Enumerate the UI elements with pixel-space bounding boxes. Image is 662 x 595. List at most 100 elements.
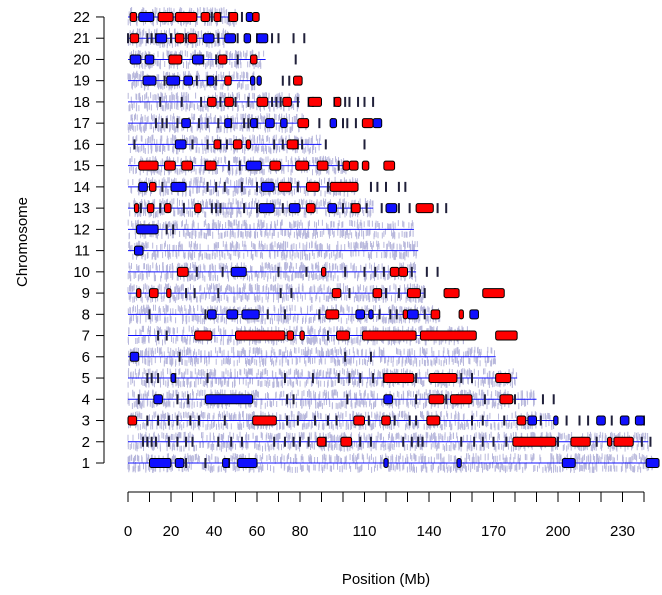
segment-loss-chr1-1 <box>174 458 185 468</box>
breakpoint-3-55 <box>539 415 542 426</box>
segment-loss-chr17-108 <box>265 118 275 129</box>
y-tick-label-10: 10 <box>73 264 90 281</box>
segment-gain-chr2-12 <box>606 436 613 447</box>
breakpoint-4-67 <box>415 394 418 405</box>
breakpoint-16-178 <box>133 139 136 150</box>
y-tick-label-19: 19 <box>73 73 90 90</box>
breakpoint-10-127 <box>277 266 280 277</box>
breakpoint-4-65 <box>292 394 295 405</box>
segment-gain-chr14-82 <box>149 181 157 192</box>
breakpoint-2-9 <box>185 436 188 447</box>
breakpoint-13-153 <box>397 203 400 214</box>
segment-loss-chr11-68 <box>133 245 144 256</box>
breakpoint-2-29 <box>492 436 495 447</box>
y-tick-label-11: 11 <box>74 243 90 260</box>
breakpoint-13-152 <box>380 203 383 214</box>
breakpoint-2-15 <box>283 436 286 447</box>
breakpoint-2-11 <box>217 436 220 447</box>
breakpoint-4-61 <box>137 394 140 405</box>
segment-gain-chr9-62 <box>482 288 505 299</box>
breakpoint-17-200 <box>247 118 250 129</box>
segment-loss-chr19-125 <box>250 75 256 86</box>
breakpoint-5-82 <box>348 373 351 384</box>
segment-loss-chr20-131 <box>192 54 204 65</box>
segment-gain-chr15-90 <box>181 160 193 171</box>
breakpoint-1-0 <box>185 458 188 468</box>
segment-loss-chr15-92 <box>245 160 262 171</box>
segment-gain-chr15-89 <box>164 160 176 171</box>
breakpoint-9-115 <box>193 288 196 299</box>
segment-loss-chr1-0 <box>149 458 172 468</box>
breakpoint-8-107 <box>266 309 269 320</box>
segment-loss-chr21-140 <box>243 33 252 44</box>
y-tick-label-1: 1 <box>82 455 90 472</box>
breakpoint-8-111 <box>389 309 392 320</box>
breakpoint-4-73 <box>552 394 555 405</box>
breakpoint-21-249 <box>185 33 188 44</box>
segment-gain-chr5-32 <box>383 373 415 384</box>
breakpoint-16-184 <box>273 139 276 150</box>
segment-gain-chr13-78 <box>351 203 361 214</box>
breakpoint-5-78 <box>206 373 209 384</box>
segment-gain-chr13-76 <box>305 203 316 214</box>
segment-gain-chr7-38 <box>286 330 295 341</box>
segment-loss-chr17-109 <box>280 118 288 129</box>
segment-gain-chr8-52 <box>430 309 441 320</box>
segment-gain-chr18-118 <box>308 96 323 107</box>
segment-gain-chr15-95 <box>316 160 329 171</box>
segment-gain-chr22-150 <box>252 11 260 22</box>
segment-gain-chr13-70 <box>133 203 140 214</box>
segment-gain-chr15-94 <box>295 160 310 171</box>
segment-loss-chr19-126 <box>256 75 262 86</box>
segment-gain-chr7-39 <box>299 330 305 341</box>
segment-gain-chr3-15 <box>252 415 277 426</box>
breakpoint-16-182 <box>225 139 228 150</box>
breakpoint-13-151 <box>365 203 368 214</box>
segment-gain-chr15-88 <box>138 160 159 171</box>
breakpoint-17-194 <box>176 118 179 129</box>
segment-gain-chr7-40 <box>336 330 350 341</box>
y-tick-label-15: 15 <box>73 158 90 175</box>
breakpoint-2-16 <box>292 436 295 447</box>
breakpoint-18-208 <box>159 96 162 107</box>
segment-loss-chr1-3 <box>237 458 258 468</box>
breakpoint-18-214 <box>271 96 274 107</box>
breakpoint-5-81 <box>337 373 340 384</box>
segment-gain-chr10-65 <box>321 266 327 277</box>
x-tick-label-60: 60 <box>249 523 266 540</box>
segment-loss-chr14-81 <box>138 181 148 192</box>
y-tick-label-14: 14 <box>73 179 90 196</box>
breakpoint-3-49 <box>393 415 396 426</box>
x-tick-label-110: 110 <box>353 523 377 540</box>
breakpoint-13-145 <box>243 203 246 214</box>
segment-gain-chr19-124 <box>224 75 232 86</box>
breakpoint-5-88 <box>460 373 463 384</box>
breakpoint-21-255 <box>271 33 274 44</box>
breakpoint-10-132 <box>382 266 385 277</box>
breakpoint-17-192 <box>161 118 164 129</box>
breakpoint-14-162 <box>256 181 258 192</box>
breakpoint-3-53 <box>481 415 484 426</box>
segment-loss-chr1-6 <box>561 458 576 468</box>
breakpoint-16-189 <box>324 139 327 150</box>
breakpoint-3-54 <box>503 415 506 426</box>
breakpoint-4-72 <box>541 394 544 405</box>
segment-gain-chr21-136 <box>174 33 185 44</box>
segment-gain-chr17-110 <box>297 118 310 129</box>
segment-gain-chr9-55 <box>136 288 142 299</box>
breakpoint-21-244 <box>150 33 153 44</box>
segment-gain-chr3-19 <box>516 415 527 426</box>
breakpoint-10-131 <box>374 266 377 277</box>
segment-loss-chr3-21 <box>553 415 559 426</box>
breakpoint-14-165 <box>326 181 329 192</box>
breakpoint-3-42 <box>223 415 226 426</box>
x-tick-label-20: 20 <box>163 523 180 540</box>
breakpoint-2-23 <box>410 436 413 447</box>
segment-gain-chr22-142 <box>129 11 138 22</box>
segment-loss-chr19-122 <box>183 75 193 86</box>
breakpoint-8-110 <box>378 309 381 320</box>
segment-gain-chr8-47 <box>325 309 340 320</box>
breakpoint-18-213 <box>247 96 250 107</box>
breakpoint-16-180 <box>206 139 209 150</box>
